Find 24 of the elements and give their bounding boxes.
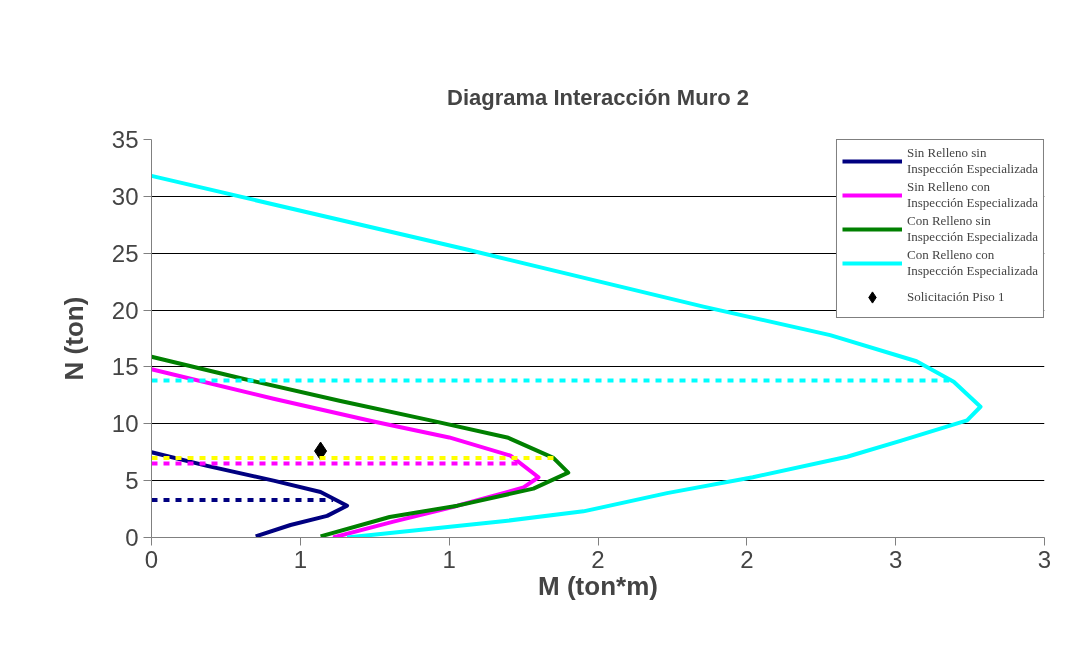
x-tick-label: 2	[591, 545, 605, 573]
legend-label: Sin Relleno con Inspección Especializada	[906, 179, 1038, 211]
x-tick-label: 0	[144, 545, 159, 573]
chart-title: Diagrama Interacción Muro 2	[447, 84, 749, 110]
legend-label: Sin Relleno sin Inspección Especializada	[906, 145, 1038, 177]
y-tick-label: 15	[111, 353, 139, 381]
x-tick-label: 2	[740, 545, 754, 573]
x-tick-label: 1	[442, 545, 456, 573]
y-tick-label: 20	[111, 296, 139, 324]
y-tick-label: 0	[125, 524, 139, 551]
line-series	[151, 450, 350, 538]
y-tick-label: 30	[111, 182, 139, 210]
legend-label: Con Relleno sin Inspección Especializada	[906, 213, 1038, 245]
x-tick-label: 3	[1037, 545, 1052, 573]
y-axis-title: N (ton)	[58, 296, 89, 381]
y-tick-label: 10	[111, 410, 139, 438]
y-tick-label: 5	[125, 467, 139, 495]
y-tick-label: 35	[111, 126, 139, 153]
x-tick-label: 1	[293, 545, 308, 573]
legend-label: Con Relleno con Inspección Especializada	[906, 247, 1038, 279]
x-tick-label: 3	[888, 545, 903, 573]
legend-label: Solicitación Piso 1	[906, 287, 1005, 306]
y-tick-label: 25	[111, 239, 139, 267]
x-axis-title: M (ton*m)	[538, 570, 658, 601]
